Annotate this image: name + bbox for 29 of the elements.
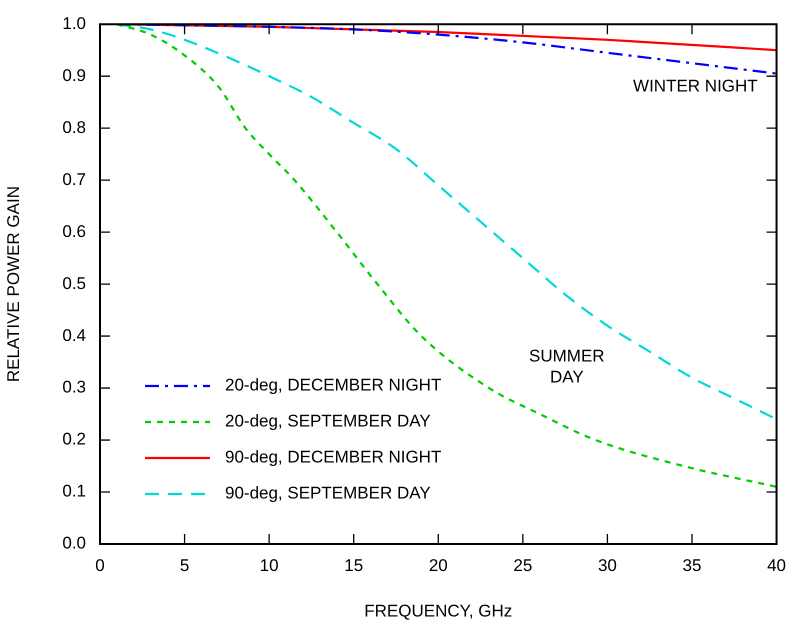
x-tick-label: 15 xyxy=(344,556,364,575)
y-axis-title: RELATIVE POWER GAIN xyxy=(4,186,23,382)
x-tick-label: 30 xyxy=(598,556,617,575)
y-tick-label: 0.4 xyxy=(62,326,86,345)
x-tick-label: 25 xyxy=(513,556,532,575)
x-tick-label: 10 xyxy=(260,556,279,575)
legend-label: 20-deg, SEPTEMBER DAY xyxy=(225,412,431,431)
x-tick-label: 40 xyxy=(767,556,786,575)
x-tick-label: 20 xyxy=(428,556,448,575)
y-tick-label: 0.9 xyxy=(62,66,86,85)
x-tick-label: 35 xyxy=(682,556,702,575)
x-tick-label: 5 xyxy=(180,556,190,575)
annotation: WINTER NIGHT xyxy=(633,76,758,96)
legend-label: 90-deg, SEPTEMBER DAY xyxy=(225,484,431,503)
x-tick-label: 0 xyxy=(95,556,105,575)
y-tick-label: 0.7 xyxy=(62,170,86,189)
legend-label: 20-deg, DECEMBER NIGHT xyxy=(225,376,442,395)
legend-label: 90-deg, DECEMBER NIGHT xyxy=(225,448,442,467)
y-tick-label: 0.8 xyxy=(62,118,86,137)
x-axis-title: FREQUENCY, GHz xyxy=(364,601,512,620)
y-tick-label: 0.3 xyxy=(62,378,86,397)
line-series xyxy=(116,24,777,75)
y-tick-label: 0.0 xyxy=(62,534,86,553)
y-tick-label: 0.2 xyxy=(62,430,86,449)
y-tick-label: 0.1 xyxy=(62,482,86,501)
y-tick-label: 0.6 xyxy=(62,222,86,241)
y-tick-label: 0.5 xyxy=(62,274,86,293)
y-tick-label: 1.0 xyxy=(62,14,86,33)
annotation: SUMMER DAY xyxy=(529,346,605,386)
